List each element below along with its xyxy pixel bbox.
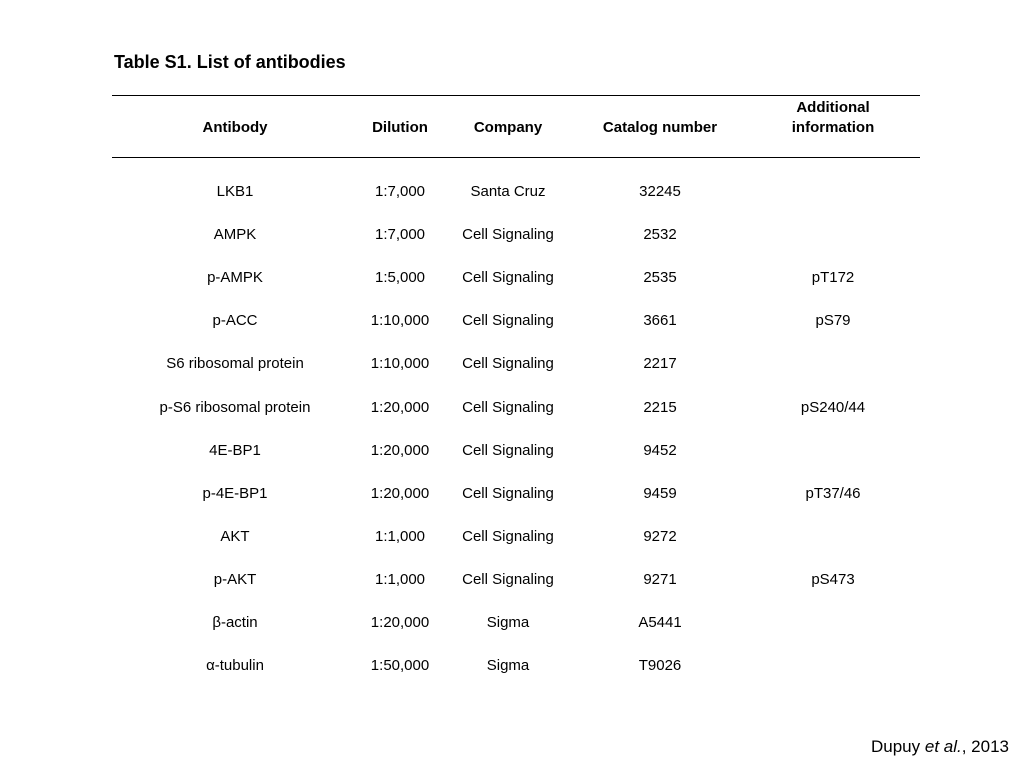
cell-catalog-number: 9272 (643, 528, 677, 545)
cell-company: Cell Signaling (462, 226, 554, 243)
cell-company: Sigma (486, 657, 530, 674)
header-antibody: Antibody (202, 119, 268, 136)
cell-dilution: 1:20,000 (370, 614, 430, 631)
cell-additional-information: pS79 (815, 312, 851, 329)
cell-catalog-number: 2532 (643, 226, 677, 243)
citation: Dupuy et al., 2013 (871, 737, 1009, 757)
cell-dilution: 1:1,000 (374, 528, 426, 545)
header-company: Company (473, 119, 543, 136)
cell-additional-information: pT172 (811, 269, 855, 286)
cell-catalog-number: A5441 (638, 614, 682, 631)
cell-dilution: 1:20,000 (370, 485, 430, 502)
cell-catalog-number: 2215 (643, 399, 677, 416)
table-header-rule (112, 157, 920, 158)
cell-catalog-number: 2535 (643, 269, 677, 286)
cell-company: Cell Signaling (462, 269, 554, 286)
cell-catalog-number: 9271 (643, 571, 677, 588)
cell-dilution: 1:10,000 (370, 355, 430, 372)
cell-antibody: 4E-BP1 (209, 442, 261, 459)
citation-year: , 2013 (961, 737, 1009, 756)
cell-company: Cell Signaling (462, 485, 554, 502)
cell-catalog-number: 3661 (643, 312, 677, 329)
cell-catalog-number: 2217 (643, 355, 677, 372)
cell-dilution: 1:7,000 (374, 183, 426, 200)
header-dilution: Dilution (372, 119, 428, 136)
cell-company: Cell Signaling (462, 355, 554, 372)
cell-company: Cell Signaling (462, 312, 554, 329)
cell-antibody: p-ACC (212, 312, 258, 329)
cell-dilution: 1:20,000 (370, 399, 430, 416)
cell-additional-information: pS240/44 (800, 399, 866, 416)
cell-antibody: p-AMPK (207, 269, 263, 286)
cell-company: Cell Signaling (462, 399, 554, 416)
cell-dilution: 1:20,000 (370, 442, 430, 459)
citation-etal: et al. (924, 737, 962, 756)
cell-antibody: AMPK (213, 226, 257, 243)
cell-company: Sigma (486, 614, 530, 631)
cell-antibody: β-actin (212, 614, 258, 631)
cell-catalog-number: T9026 (638, 657, 682, 674)
cell-company: Cell Signaling (462, 571, 554, 588)
table-top-rule (112, 95, 920, 96)
header-catalog-number: Catalog number (602, 119, 718, 136)
table-title: Table S1. List of antibodies (114, 52, 346, 72)
cell-dilution: 1:5,000 (374, 269, 426, 286)
cell-additional-information: pT37/46 (805, 485, 861, 502)
cell-dilution: 1:7,000 (374, 226, 426, 243)
cell-antibody: S6 ribosomal protein (166, 355, 304, 372)
cell-company: Santa Cruz (470, 183, 546, 200)
cell-antibody: p-AKT (213, 571, 257, 588)
cell-catalog-number: 32245 (639, 183, 681, 200)
header-additional-information: Additional information (792, 98, 875, 138)
cell-dilution: 1:50,000 (370, 657, 430, 674)
cell-dilution: 1:10,000 (370, 312, 430, 329)
cell-company: Cell Signaling (462, 442, 554, 459)
cell-catalog-number: 9459 (643, 485, 677, 502)
cell-antibody: p-S6 ribosomal protein (159, 399, 311, 416)
cell-company: Cell Signaling (462, 528, 554, 545)
cell-antibody: p-4E-BP1 (202, 485, 268, 502)
cell-antibody: AKT (220, 528, 250, 545)
header-additional-line1: Additional (796, 99, 870, 116)
cell-catalog-number: 9452 (643, 442, 677, 459)
cell-antibody: LKB1 (216, 183, 254, 200)
cell-dilution: 1:1,000 (374, 571, 426, 588)
header-additional-line2: information (791, 119, 875, 136)
cell-antibody: α-tubulin (206, 657, 264, 674)
cell-additional-information: pS473 (811, 571, 855, 588)
citation-author: Dupuy (871, 737, 925, 756)
